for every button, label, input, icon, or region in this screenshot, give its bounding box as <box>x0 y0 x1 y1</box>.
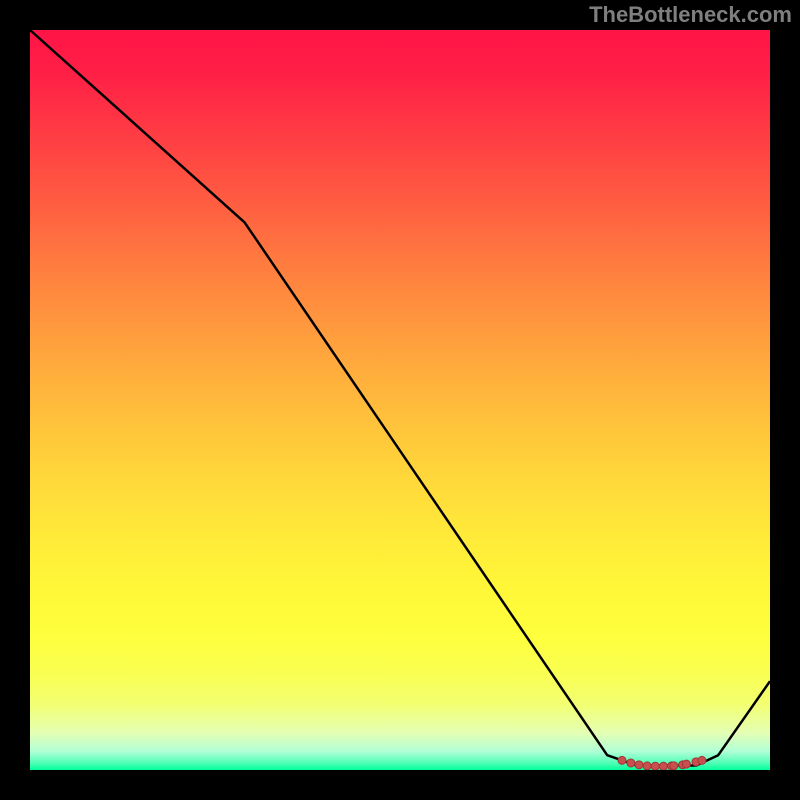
data-marker <box>682 760 690 768</box>
data-marker <box>651 762 659 770</box>
data-marker <box>659 762 667 770</box>
chart-container: TheBottleneck.com <box>0 0 800 800</box>
data-marker <box>618 756 626 764</box>
data-marker <box>627 759 635 767</box>
plot-area <box>30 30 770 770</box>
chart-svg <box>30 30 770 770</box>
data-marker <box>698 756 706 764</box>
data-marker <box>635 761 643 769</box>
gradient-background <box>30 30 770 770</box>
data-marker <box>643 762 651 770</box>
data-marker <box>670 762 678 770</box>
watermark-text: TheBottleneck.com <box>589 2 792 28</box>
